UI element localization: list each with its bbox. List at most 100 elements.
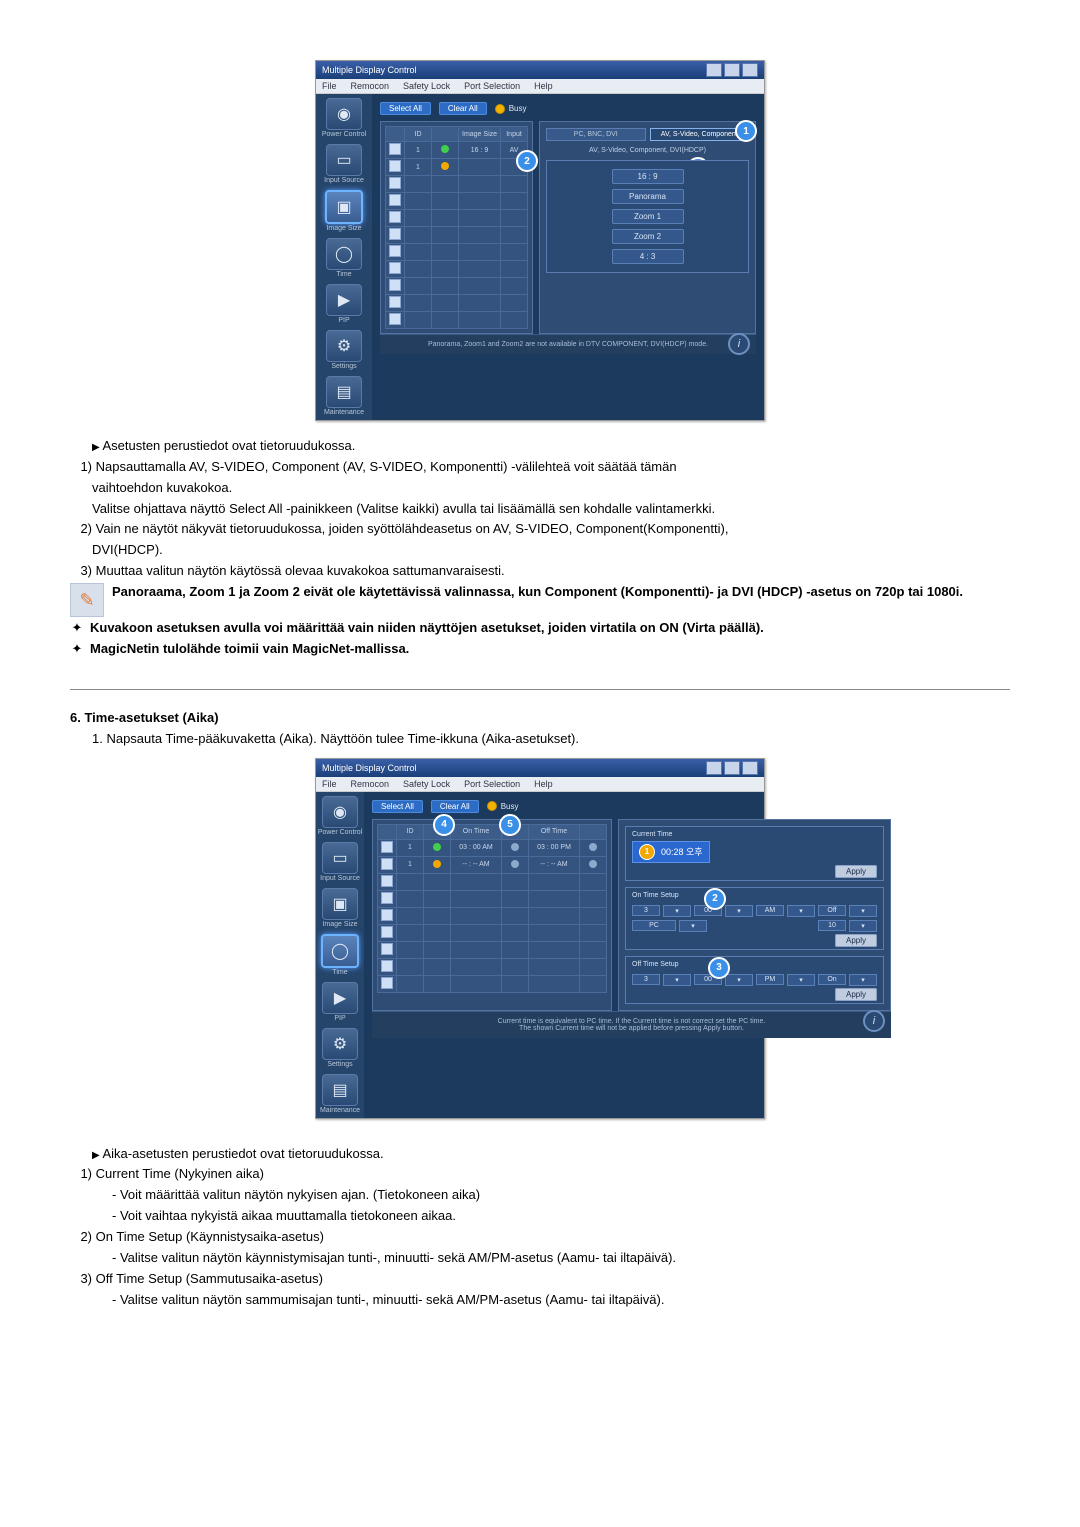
checkbox[interactable] [381,977,393,989]
size-choice-zoom-2[interactable]: Zoom 2 [612,229,684,244]
on-status[interactable]: Off [818,905,846,916]
minimize-icon[interactable] [706,63,722,77]
checkbox[interactable] [389,262,401,274]
on-source[interactable]: PC [632,920,676,931]
menu-port-selection[interactable]: Port Selection [464,779,520,789]
menu-remocon[interactable]: Remocon [351,779,390,789]
off-status[interactable]: On [818,974,846,985]
sidebar-icon: ▣ [325,190,363,224]
checkbox[interactable] [389,279,401,291]
sidebar-item-label: PIP [334,1015,345,1022]
grid-header [580,824,607,839]
select-all-button[interactable]: Select All [380,102,431,115]
apply-button[interactable]: Apply [835,988,877,1001]
off-ampm[interactable]: PM [756,974,784,985]
on-hour[interactable]: 3 [632,905,660,916]
sidebar-item-time[interactable]: ◯Time [316,934,364,976]
menu-safety-lock[interactable]: Safety Lock [403,81,450,91]
subtab-label: AV, S-Video, Component, DVI(HDCP) 3 [546,147,749,154]
busy-dot-icon [487,801,497,811]
sidebar-item-label: PIP [338,317,349,324]
checkbox[interactable] [389,313,401,325]
radio-icon[interactable] [589,843,597,851]
toolbar: Select All Clear All Busy [380,100,756,121]
sidebar-item-label: Time [336,271,351,278]
off-hour[interactable]: 3 [632,974,660,985]
size-choice-zoom-1[interactable]: Zoom 1 [612,209,684,224]
section-6-step1: 1. Napsauta Time-pääkuvaketta (Aika). Nä… [70,731,1010,746]
info-line: Asetusten perustiedot ovat tietoruudukos… [70,437,1010,456]
menu-port-selection[interactable]: Port Selection [464,81,520,91]
on-volume[interactable]: 10 [818,920,846,931]
sidebar-item-label: Power Control [322,131,366,138]
radio-icon[interactable] [511,843,519,851]
checkbox[interactable] [381,892,393,904]
sidebar-item-image-size[interactable]: ▣Image Size [316,888,364,928]
size-choice-panorama[interactable]: Panorama [612,189,684,204]
sidebar-item-input-source[interactable]: ▭Input Source [316,842,364,882]
sidebar-item-maintenance[interactable]: ▤Maintenance [316,1074,364,1114]
sidebar-item-image-size[interactable]: ▣Image Size [320,190,368,232]
sidebar-item-input-source[interactable]: ▭Input Source [320,144,368,184]
clear-all-button[interactable]: Clear All [431,800,479,813]
size-choice-16-9[interactable]: 16 : 9 [612,169,684,184]
checkbox[interactable] [389,296,401,308]
checkbox[interactable] [381,926,393,938]
sidebar-item-maintenance[interactable]: ▤Maintenance [320,376,368,416]
sidebar-icon: ▤ [326,376,362,408]
menu-help[interactable]: Help [534,779,553,789]
sidebar: ◉Power Control ▭Input Source ▣Image Size ◯T… [316,792,364,1118]
maximize-icon[interactable] [724,63,740,77]
size-choice-4-3[interactable]: 4 : 3 [612,249,684,264]
radio-icon[interactable] [511,860,519,868]
checkbox[interactable] [381,909,393,921]
checkbox[interactable] [389,194,401,206]
sidebar-item-label: Input Source [320,875,360,882]
maximize-icon[interactable] [724,761,740,775]
menu-help[interactable]: Help [534,81,553,91]
table-row [378,924,607,941]
sidebar-icon: ◉ [322,796,358,828]
sidebar-item-pip[interactable]: ▶PIP [320,284,368,324]
checkbox[interactable] [389,160,401,172]
grid-header: On Time [451,824,502,839]
checkbox[interactable] [389,143,401,155]
checkbox[interactable] [389,228,401,240]
table-row [386,312,528,329]
checkbox[interactable] [381,875,393,887]
menu-file[interactable]: File [322,81,337,91]
close-icon[interactable] [742,63,758,77]
sidebar-item-settings[interactable]: ⚙Settings [316,1028,364,1068]
sidebar-item-power-control[interactable]: ◉Power Control [320,98,368,138]
sidebar-icon: ▣ [322,888,358,920]
apply-button[interactable]: Apply [835,865,877,878]
sidebar-item-power-control[interactable]: ◉Power Control [316,796,364,836]
checkbox[interactable] [381,841,393,853]
checkbox[interactable] [389,245,401,257]
checkbox[interactable] [381,858,393,870]
checkbox[interactable] [381,960,393,972]
current-time-section: Current Time 1 00:28 오후 Apply [625,826,884,881]
menu-remocon[interactable]: Remocon [351,81,390,91]
menu-safety-lock[interactable]: Safety Lock [403,779,450,789]
minimize-icon[interactable] [706,761,722,775]
select-all-button[interactable]: Select All [372,800,423,813]
checkbox[interactable] [389,177,401,189]
mdc-time-window: Multiple Display Control File Remocon Sa… [315,758,765,1119]
sidebar-item-pip[interactable]: ▶PIP [316,982,364,1022]
table-row: 1-- : -- AM-- : -- AM [378,856,607,873]
on-ampm[interactable]: AM [756,905,784,916]
sidebar-icon: ⚙ [322,1028,358,1060]
apply-button[interactable]: Apply [835,934,877,947]
menu-file[interactable]: File [322,779,337,789]
close-icon[interactable] [742,761,758,775]
clear-all-button[interactable]: Clear All [439,102,487,115]
sidebar-item-settings[interactable]: ⚙Settings [320,330,368,370]
badge-2: 2 [704,888,726,910]
checkbox[interactable] [389,211,401,223]
tab-pc-bnc-dvi[interactable]: PC, BNC, DVI [546,128,645,141]
info-grid: IDImage SizeInput116 : 9AV1 [385,126,528,329]
sidebar-item-time[interactable]: ◯Time [320,238,368,278]
checkbox[interactable] [381,943,393,955]
radio-icon[interactable] [589,860,597,868]
